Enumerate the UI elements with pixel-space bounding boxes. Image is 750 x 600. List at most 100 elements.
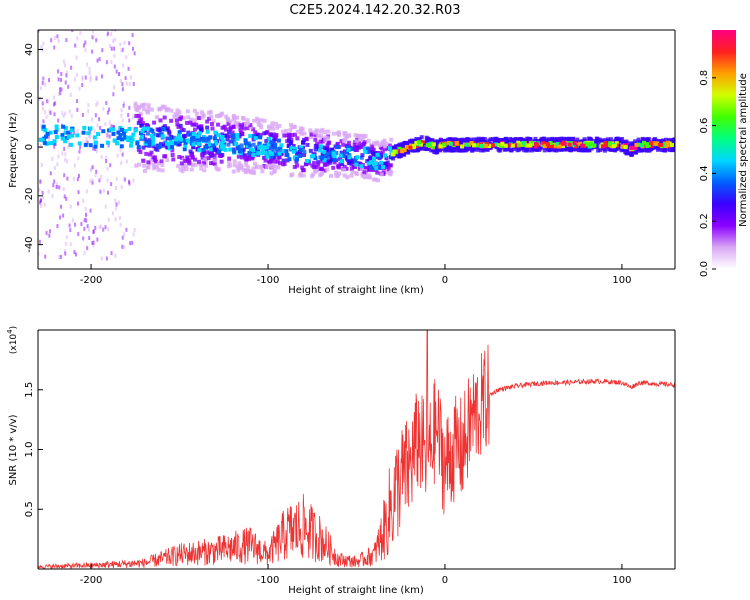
heatmap-cell: [123, 40, 126, 45]
heatmap-cell: [104, 122, 107, 127]
heatmap-cell: [162, 105, 167, 110]
heatmap-cell: [119, 144, 124, 149]
heatmap-cell: [175, 108, 180, 113]
heatmap-cell: [88, 235, 91, 240]
heatmap-cell: [42, 140, 47, 145]
heatmap-cell: [325, 162, 330, 167]
heatmap-cell: [449, 146, 454, 151]
heatmap-cell: [130, 137, 135, 142]
heatmap-cell: [660, 148, 665, 153]
heatmap-cell: [251, 137, 256, 142]
heatmap-cell: [224, 114, 229, 119]
heatmap-cell: [223, 147, 228, 152]
heatmap-cell: [96, 237, 99, 242]
snr-y-tick-label: 1.0: [24, 442, 35, 458]
heatmap-cell: [152, 157, 157, 162]
heatmap-cell: [85, 214, 88, 219]
heatmap-cell: [374, 161, 379, 166]
heatmap-cell: [248, 147, 253, 152]
heatmap-cell: [176, 163, 181, 168]
heatmap-cell: [298, 153, 303, 158]
heatmap-cell: [275, 125, 280, 130]
heatmap-cell: [94, 225, 97, 230]
snr-panel: -200 -100 0 100 0.5 1.0 1.5 Height of straigh…: [6, 326, 676, 596]
heatmap-cell: [139, 134, 144, 139]
heatmap-cell: [118, 127, 121, 132]
heatmap-cell: [211, 160, 216, 165]
heatmap-cell: [550, 136, 555, 141]
heatmap-cell: [370, 150, 375, 155]
heatmap-cell: [362, 140, 367, 145]
snr-y-label: SNR (10 * v/v): [8, 414, 19, 485]
colorbar-fill: [712, 30, 736, 269]
heatmap-cell: [60, 87, 63, 92]
heatmap-cell: [129, 75, 132, 80]
heatmap-cell: [105, 101, 108, 106]
heatmap-cell: [570, 139, 575, 144]
heatmap-cell: [47, 99, 50, 104]
heatmap-cell: [487, 144, 492, 149]
heatmap-cell: [319, 155, 324, 160]
heatmap-cell: [103, 22, 105, 26]
heatmap-cell: [342, 149, 347, 154]
heatmap-cell: [471, 146, 476, 151]
heatmap-cell: [550, 144, 555, 149]
heatmap-cell: [496, 137, 501, 142]
heatmap-cell: [76, 177, 79, 182]
heatmap-cell: [106, 134, 109, 139]
heatmap-cell: [416, 142, 421, 147]
heatmap-cell: [54, 142, 57, 147]
heatmap-cell: [105, 256, 108, 261]
heatmap-cell: [149, 107, 154, 112]
heatmap-x-ticks: -200 -100 0 100: [80, 264, 631, 286]
heatmap-cell: [200, 152, 205, 157]
heatmap-cell: [520, 145, 525, 150]
heatmap-cell: [42, 119, 45, 124]
heatmap-cell: [239, 165, 244, 170]
heatmap-cell: [254, 164, 259, 169]
heatmap-cell: [123, 22, 125, 26]
heatmap-cell: [107, 31, 110, 36]
heatmap-cell: [225, 116, 230, 121]
heatmap-cell: [379, 172, 384, 177]
heatmap-cell: [56, 34, 59, 39]
heatmap-cell: [424, 146, 429, 151]
heatmap-cell: [513, 143, 518, 148]
heatmap-cell: [75, 99, 78, 104]
heatmap-cell: [259, 144, 264, 149]
heatmap-cell: [228, 139, 233, 144]
heatmap-cell: [176, 124, 181, 129]
heatmap-cell: [269, 159, 274, 164]
heatmap-cell: [124, 76, 127, 81]
heatmap-cell: [63, 146, 66, 151]
heatmap-cell: [119, 222, 122, 227]
heatmap-cell: [99, 126, 102, 131]
heatmap-cell: [41, 190, 44, 195]
heatmap-cell: [74, 43, 77, 48]
heatmap-cell: [273, 121, 278, 126]
heatmap-cell: [222, 124, 227, 129]
heatmap-cell: [47, 134, 50, 139]
heatmap-cell: [125, 81, 128, 86]
colorbar-tick-label: 0.6: [699, 118, 710, 134]
heatmap-cell: [126, 137, 131, 142]
heatmap-cell: [55, 182, 58, 187]
heatmap-cell: [460, 137, 465, 142]
heatmap-cell: [505, 147, 510, 152]
heatmap-cell: [339, 139, 344, 144]
heatmap-marks: [38, 22, 675, 261]
heatmap-cell: [547, 148, 552, 153]
heatmap-cell: [354, 170, 359, 175]
heatmap-cell: [169, 145, 174, 150]
heatmap-cell: [202, 151, 207, 156]
heatmap-cell: [636, 146, 641, 151]
heatmap-cell: [143, 141, 148, 146]
heatmap-cell: [57, 92, 60, 97]
heatmap-cell: [655, 141, 660, 146]
heatmap-cell: [158, 118, 163, 123]
heatmap-cell: [91, 241, 94, 246]
heatmap-cell: [338, 153, 343, 158]
heatmap-cell: [91, 165, 94, 170]
heatmap-cell: [238, 127, 243, 132]
heatmap-cell: [64, 136, 69, 141]
